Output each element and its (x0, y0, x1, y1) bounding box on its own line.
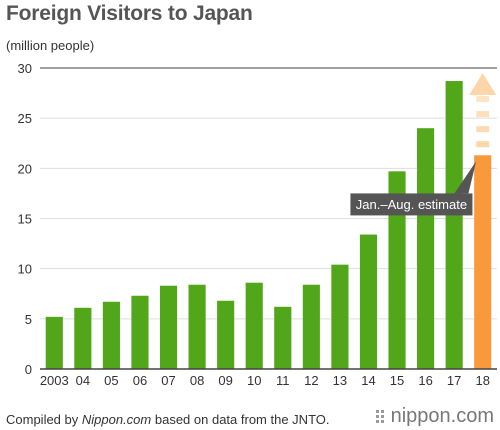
bar (245, 282, 263, 369)
bar (45, 316, 63, 369)
bar (445, 81, 463, 369)
source-note: Compiled by Nippon.com based on data fro… (6, 412, 330, 427)
y-tick-label: 20 (18, 161, 32, 176)
x-tick-label: 05 (104, 373, 118, 388)
annotation-box (350, 193, 473, 216)
bar (131, 295, 149, 369)
annotation-label: Jan.–Aug. estimate (356, 197, 467, 212)
x-tick-label: 18 (475, 373, 489, 388)
chart-title: Foreign Visitors to Japan (6, 2, 253, 25)
nippon-logo: nippon.com (375, 405, 494, 428)
x-tick-label: 10 (247, 373, 261, 388)
bar (74, 307, 92, 369)
y-tick-label: 15 (18, 212, 32, 227)
bar (188, 284, 206, 369)
y-tick-label: 25 (18, 111, 32, 126)
estimate-arrow-head (469, 73, 497, 96)
x-tick-label: 2003 (40, 373, 69, 388)
x-tick-label: 07 (161, 373, 175, 388)
bar (274, 306, 292, 369)
y-tick-label: 10 (18, 262, 32, 277)
bar (359, 234, 378, 369)
source-site: Nippon.com (81, 412, 152, 427)
x-tick-label: 15 (390, 373, 404, 388)
x-tick-label: 06 (133, 373, 147, 388)
source-suffix: based on data from the JNTO. (151, 412, 330, 427)
y-axis-unit-label: (million people) (6, 38, 95, 53)
annotation-pointer (454, 161, 477, 194)
bar (217, 300, 235, 369)
bar (388, 171, 406, 369)
bar (417, 128, 435, 369)
x-tick-label: 08 (190, 373, 204, 388)
x-tick-label: 09 (218, 373, 232, 388)
estimate-arrow-segment (476, 96, 490, 103)
x-tick-label: 11 (276, 373, 290, 388)
estimate-arrow-segment (476, 111, 490, 118)
source-prefix: Compiled by (6, 412, 82, 427)
x-tick-label: 14 (361, 373, 375, 388)
x-tick-label: 12 (304, 373, 318, 388)
x-tick-label: 17 (447, 373, 461, 388)
logo-text: nippon.com (390, 405, 494, 427)
bar (302, 284, 320, 369)
y-tick-label: 0 (25, 362, 32, 377)
estimate-arrow-segment (476, 141, 490, 148)
bar (159, 285, 178, 369)
estimate-bar (474, 155, 492, 369)
y-tick-label: 30 (18, 61, 32, 76)
logo-dots-icon (375, 409, 386, 424)
bar (331, 264, 349, 369)
x-tick-label: 16 (418, 373, 432, 388)
x-tick-label: 13 (333, 373, 347, 388)
estimate-arrow-segment (476, 126, 490, 133)
x-tick-label: 04 (76, 373, 90, 388)
y-tick-label: 5 (25, 312, 32, 327)
bar (102, 301, 120, 369)
